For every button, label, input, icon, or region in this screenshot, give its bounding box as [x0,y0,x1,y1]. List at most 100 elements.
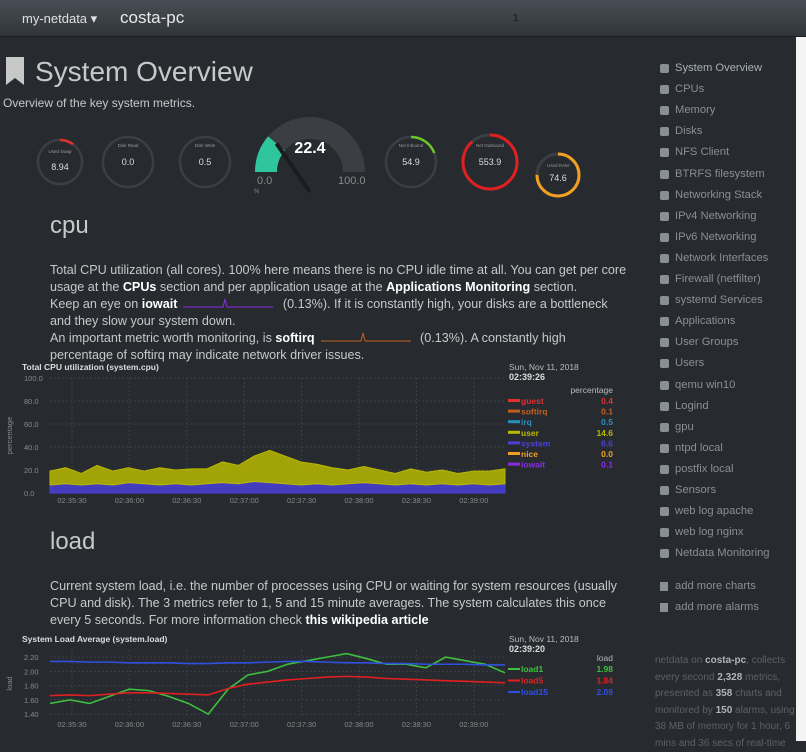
y-tick-label: 2.20 [24,653,39,662]
nav-item[interactable]: Users [675,357,705,370]
nav-item[interactable]: IPv4 Networking [675,209,757,222]
nav-icon [660,380,669,390]
gauge-arc [384,135,438,189]
gauge-cpu: CPU 0.0 100.0 % 22.4 [254,117,366,195]
x-tick-label: 02:39:00 [459,496,488,505]
nav-item[interactable]: gpu [675,420,694,433]
action-item[interactable]: add more alarms [675,601,759,614]
nav-item[interactable]: NFS Client [675,146,730,159]
link: Applications Monitoring [386,280,531,294]
nav-item[interactable]: CPUs [675,83,705,96]
action-icon [660,603,668,613]
y-axis-label: percentage [5,417,14,455]
gauge-title: Net Inbound [399,143,424,148]
legend-value: 1.84 [596,676,613,686]
area [49,449,506,486]
nav-icon [660,64,669,73]
y-tick-label: 20.0 [24,466,39,475]
gauge-unit: % [254,189,260,195]
nav-item[interactable]: Networking Stack [675,188,763,201]
line [49,652,506,716]
legend-name: load5 [521,676,543,686]
paragraph: An important metric worth monitoring, is… [50,330,628,364]
nav-item[interactable]: Logind [675,399,709,412]
action-item[interactable]: add more charts [675,580,756,592]
legend-units: percentage [570,385,613,395]
legend-value: 0.0 [601,449,613,459]
legend-swatch [508,462,520,466]
y-tick-label: 60.0 [24,420,39,429]
line [50,660,505,666]
gauge-title: Net Outbound [476,143,505,148]
nav-item[interactable]: web log nginx [675,526,744,539]
alarm-count[interactable]: 1 [513,13,519,24]
gauge-value: 8.94 [51,162,69,172]
footer-text: metrics, presented as [655,671,781,700]
nav-item[interactable]: Applications [675,315,736,328]
footer-text: 150 [715,704,733,716]
chart-title: System Load Average (system.load) [22,634,168,644]
nav-item[interactable]: BTRFS filesystem [675,167,765,180]
nav-icon [660,549,669,559]
footer-text: costa-pc [705,655,747,666]
gauge-net-outbound: Net Outbound 553.9 [461,133,519,191]
nav-item[interactable]: qemu win10 [675,378,736,391]
nav-item[interactable]: web log apache [675,505,754,518]
legend-swatch [508,399,520,402]
nav-item[interactable]: Firewall (netfilter) [675,273,761,285]
y-tick-label: 80.0 [24,397,39,406]
gauge-used-ram: Used RAM 74.6 [535,152,581,198]
nav-item[interactable]: Disks [675,125,703,138]
host[interactable]: costa-pc [120,8,185,27]
text: 0.13% [424,331,460,345]
line [49,675,506,697]
nav-item[interactable]: Memory [675,104,716,117]
y-tick-label: 1.40 [24,710,39,719]
legend-name: load15 [521,687,548,697]
y-tick-label: 40.0 [24,443,39,452]
chart-date: Sun, Nov 11, 2018 [509,362,579,372]
nav-icon [660,443,669,453]
y-tick-label: 1.60 [24,696,39,705]
section-heading: load [50,528,96,555]
nav-icon [660,464,669,474]
link: iowait [141,297,178,311]
nav-icon [660,317,669,327]
x-tick-label: 02:36:30 [172,496,201,505]
legend-value: 0.1 [601,407,613,417]
gauge-arc [535,152,581,198]
text: Current system load, i.e. the number of … [50,579,617,627]
text: section. [530,280,578,294]
gauge-value: 0.5 [199,157,212,167]
text: An important metric worth monitoring, is [50,331,276,345]
window-edge [796,37,806,741]
nav-icon [660,148,669,158]
nav-icon [660,507,669,517]
section-heading: cpu [50,212,89,239]
gauge-needle [274,142,312,194]
nav-item[interactable]: Sensors [675,484,717,496]
nav-item[interactable]: Netdata Monitoring [675,547,770,560]
nav-item[interactable]: IPv6 Networking [675,230,757,243]
chart-time: 02:39:20 [509,644,545,654]
y-axis-label: load [5,676,14,690]
nav-item[interactable]: User Groups [675,336,739,349]
gauge-ring [178,135,232,189]
nav-item[interactable]: postfix local [675,462,734,475]
gauge-net-inbound: Net Inbound 54.9 [384,135,438,189]
nav-item[interactable]: Network Interfaces [675,251,769,264]
brand-text[interactable]: my-netdata [22,11,88,26]
gauge-value: 0.0 [122,157,135,167]
x-tick-label: 02:38:00 [344,496,373,505]
brand[interactable]: my-netdata ▾ [22,11,98,26]
nav-item[interactable]: System Overview [675,62,763,74]
gauge-ring [101,135,155,189]
nav-icon [660,169,669,179]
nav-item[interactable]: ntpd local [675,441,723,454]
text: Keep an eye on [50,297,142,311]
text: ( [416,331,425,345]
nav-item[interactable]: systemd Services [675,294,763,307]
